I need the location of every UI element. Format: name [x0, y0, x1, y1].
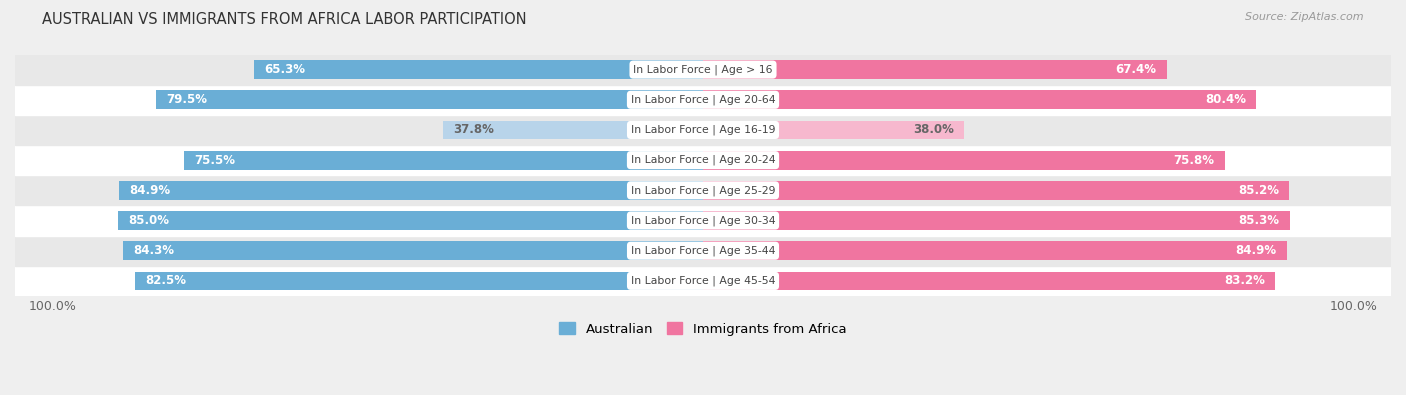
Text: 75.8%: 75.8% — [1173, 154, 1215, 167]
Bar — [156, 90, 703, 109]
Bar — [118, 211, 703, 230]
Bar — [15, 235, 1391, 266]
Bar — [120, 181, 703, 200]
Text: In Labor Force | Age 45-54: In Labor Force | Age 45-54 — [631, 276, 775, 286]
Bar — [703, 151, 1225, 169]
Text: In Labor Force | Age 35-44: In Labor Force | Age 35-44 — [631, 245, 775, 256]
Text: 38.0%: 38.0% — [914, 124, 955, 136]
Text: 67.4%: 67.4% — [1115, 63, 1156, 76]
Text: 37.8%: 37.8% — [453, 124, 494, 136]
Text: 83.2%: 83.2% — [1225, 275, 1265, 288]
Bar — [703, 90, 1256, 109]
Bar — [15, 85, 1391, 115]
Bar — [443, 120, 703, 139]
Text: In Labor Force | Age 16-19: In Labor Force | Age 16-19 — [631, 125, 775, 135]
Text: 80.4%: 80.4% — [1205, 93, 1246, 106]
Bar — [703, 181, 1289, 200]
Text: 85.0%: 85.0% — [128, 214, 170, 227]
Bar — [15, 266, 1391, 296]
Bar — [15, 145, 1391, 175]
Text: 82.5%: 82.5% — [146, 275, 187, 288]
Bar — [122, 241, 703, 260]
Text: 75.5%: 75.5% — [194, 154, 235, 167]
Text: In Labor Force | Age 30-34: In Labor Force | Age 30-34 — [631, 215, 775, 226]
Bar — [703, 60, 1167, 79]
Text: 84.9%: 84.9% — [129, 184, 170, 197]
Bar — [703, 271, 1275, 290]
Text: 84.9%: 84.9% — [1236, 244, 1277, 257]
Text: Source: ZipAtlas.com: Source: ZipAtlas.com — [1246, 12, 1364, 22]
Bar — [703, 211, 1289, 230]
Text: 85.3%: 85.3% — [1239, 214, 1279, 227]
Text: In Labor Force | Age 20-64: In Labor Force | Age 20-64 — [631, 94, 775, 105]
Bar — [15, 175, 1391, 205]
Bar — [703, 120, 965, 139]
Text: 84.3%: 84.3% — [134, 244, 174, 257]
Text: AUSTRALIAN VS IMMIGRANTS FROM AFRICA LABOR PARTICIPATION: AUSTRALIAN VS IMMIGRANTS FROM AFRICA LAB… — [42, 12, 527, 27]
Bar — [253, 60, 703, 79]
Legend: Australian, Immigrants from Africa: Australian, Immigrants from Africa — [553, 316, 853, 342]
Bar — [703, 241, 1286, 260]
Text: 100.0%: 100.0% — [1329, 300, 1378, 313]
Text: In Labor Force | Age 20-24: In Labor Force | Age 20-24 — [631, 155, 775, 166]
Bar — [184, 151, 703, 169]
Bar — [15, 205, 1391, 235]
Text: 79.5%: 79.5% — [166, 93, 207, 106]
Bar — [15, 55, 1391, 85]
Bar — [135, 271, 703, 290]
Text: 100.0%: 100.0% — [28, 300, 77, 313]
Text: 85.2%: 85.2% — [1237, 184, 1279, 197]
Text: In Labor Force | Age > 16: In Labor Force | Age > 16 — [633, 64, 773, 75]
Text: In Labor Force | Age 25-29: In Labor Force | Age 25-29 — [631, 185, 775, 196]
Text: 65.3%: 65.3% — [264, 63, 305, 76]
Bar — [15, 115, 1391, 145]
